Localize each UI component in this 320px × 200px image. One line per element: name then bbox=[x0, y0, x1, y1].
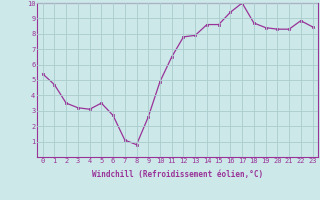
X-axis label: Windchill (Refroidissement éolien,°C): Windchill (Refroidissement éolien,°C) bbox=[92, 170, 263, 179]
